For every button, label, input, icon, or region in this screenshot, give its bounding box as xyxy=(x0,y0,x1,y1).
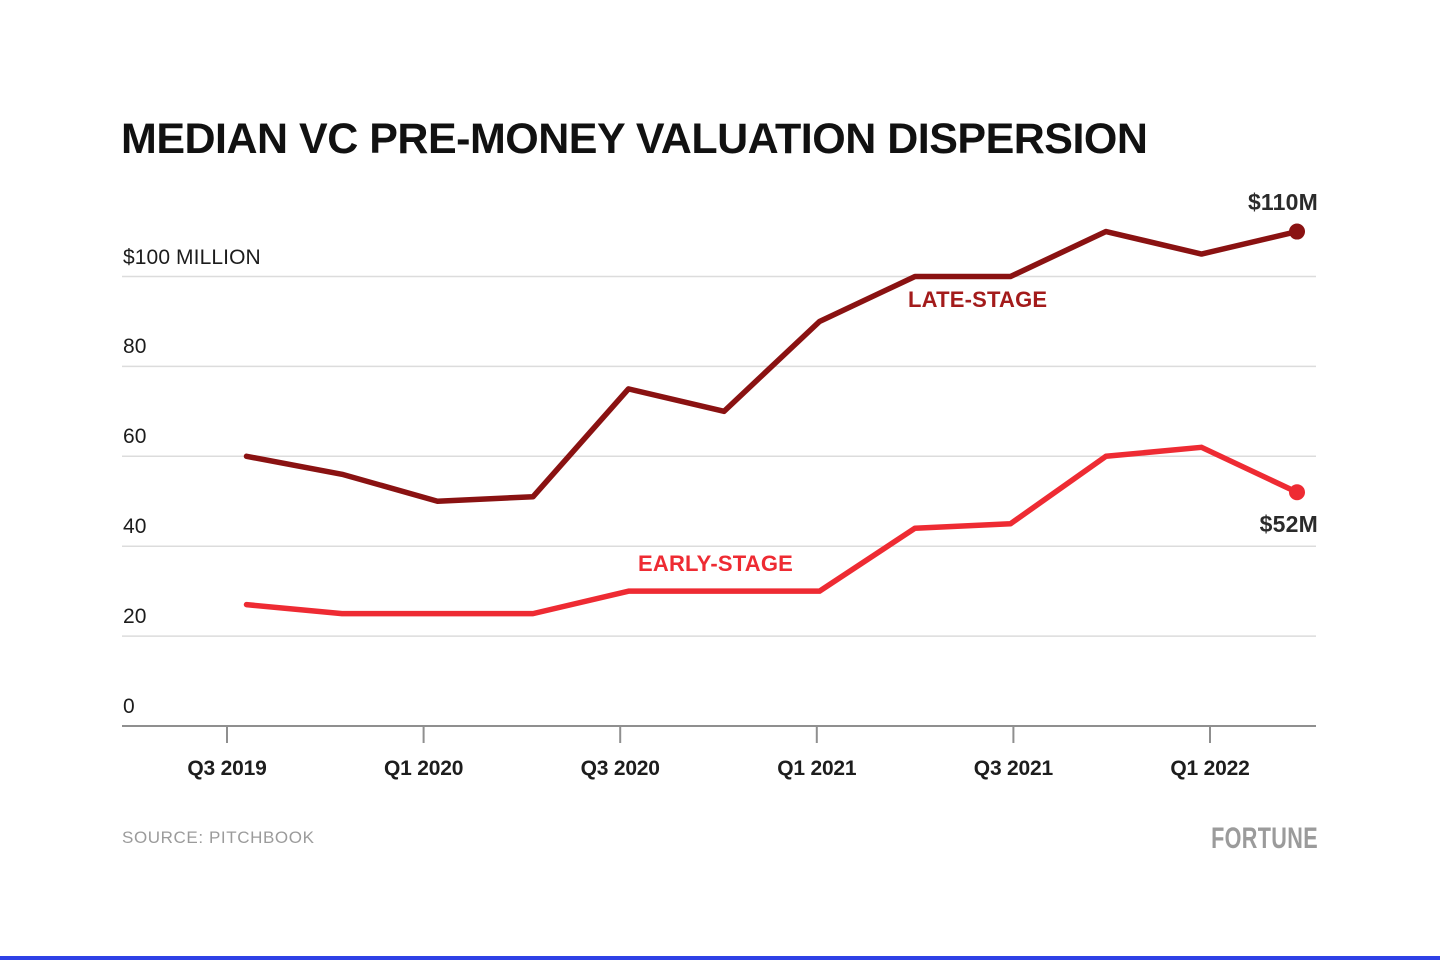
y-tick-label-100: $100 MILLION xyxy=(123,246,261,269)
early-stage-end-value-label: $52M xyxy=(1259,511,1318,537)
x-tick-label-q1-2020: Q1 2020 xyxy=(384,757,464,780)
y-tick-label-20: 20 xyxy=(123,605,147,628)
early-stage-end-dot xyxy=(1289,484,1305,501)
y-tick-label-80: 80 xyxy=(123,335,147,358)
y-tick-label-0: 0 xyxy=(123,695,135,718)
late-stage-line xyxy=(243,228,1300,504)
fortune-logo: FORTUNE xyxy=(1211,822,1318,855)
early-stage-series-label: EARLY-STAGE xyxy=(638,551,794,576)
source-credit: SOURCE: PITCHBOOK xyxy=(122,828,315,847)
chart-title: MEDIAN VC PRE-MONEY VALUATION DISPERSION xyxy=(121,115,1148,163)
bottom-accent-bar xyxy=(0,956,1440,960)
y-tick-label-40: 40 xyxy=(123,515,147,538)
late-stage-series-label: LATE-STAGE xyxy=(908,287,1048,312)
y-tick-label-60: 60 xyxy=(123,425,147,448)
x-tick-label-q3-2021: Q3 2021 xyxy=(973,757,1053,780)
x-tick-label-q1-2021: Q1 2021 xyxy=(777,757,857,780)
late-stage-end-value-label: $110M xyxy=(1247,189,1318,215)
early-stage-line xyxy=(243,444,1300,617)
late-stage-end-dot xyxy=(1289,223,1305,240)
x-tick-label-q3-2019: Q3 2019 xyxy=(187,757,267,780)
x-tick-label-q1-2022: Q1 2022 xyxy=(1170,757,1250,780)
x-tick-label-q3-2020: Q3 2020 xyxy=(580,757,660,780)
